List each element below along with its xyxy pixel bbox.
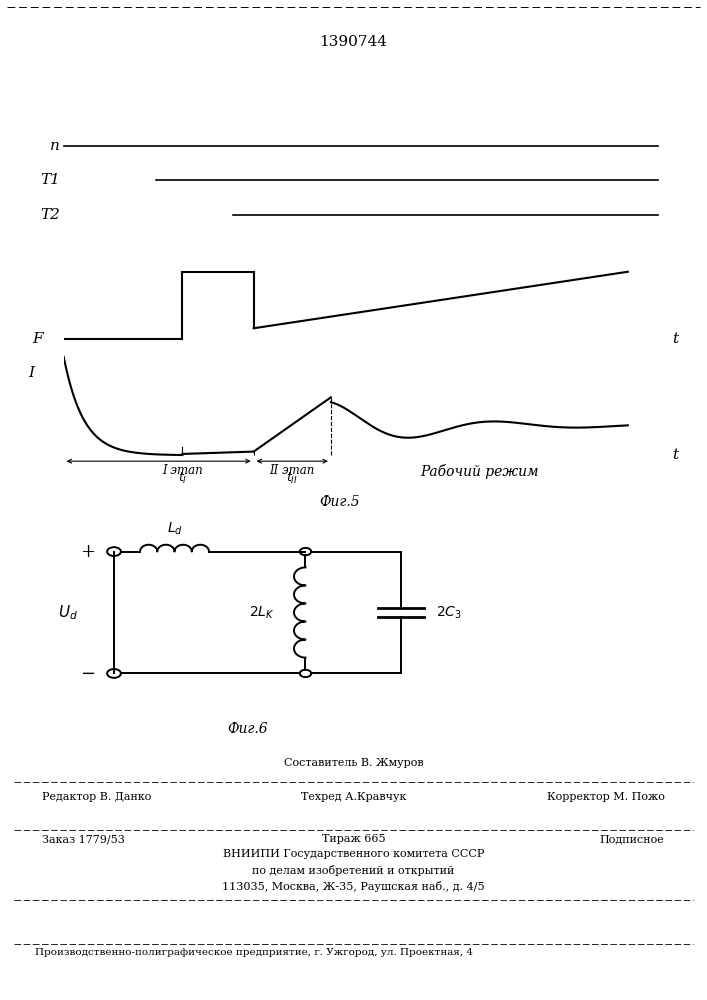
Text: 1390744: 1390744 xyxy=(320,35,387,49)
Text: Составитель В. Жмуров: Составитель В. Жмуров xyxy=(284,758,423,768)
Text: t: t xyxy=(672,332,679,346)
Text: I этап: I этап xyxy=(162,464,203,477)
Text: Подписное: Подписное xyxy=(600,834,665,844)
Text: T1: T1 xyxy=(40,173,60,187)
Text: $L_d$: $L_d$ xyxy=(167,521,182,537)
Text: Корректор М. Пожо: Корректор М. Пожо xyxy=(547,792,665,802)
Text: F: F xyxy=(33,332,43,346)
Text: Заказ 1779/53: Заказ 1779/53 xyxy=(42,834,125,844)
Text: Техред А.Кравчук: Техред А.Кравчук xyxy=(300,792,407,802)
Text: +: + xyxy=(80,543,95,561)
Text: T2: T2 xyxy=(40,208,60,222)
Text: I: I xyxy=(28,366,34,380)
Text: $t_{II}$: $t_{II}$ xyxy=(286,471,298,486)
Text: $2L_K$: $2L_K$ xyxy=(250,604,275,621)
Text: II этап: II этап xyxy=(269,464,315,477)
Text: $U_d$: $U_d$ xyxy=(58,603,78,622)
Text: Производственно-полиграфическое предприятие, г. Ужгород, ул. Проектная, 4: Производственно-полиграфическое предприя… xyxy=(35,948,474,957)
Text: $t_I$: $t_I$ xyxy=(177,471,187,486)
Text: Тираж 665: Тираж 665 xyxy=(322,834,385,844)
Text: Рабочий режим: Рабочий режим xyxy=(420,464,539,479)
Text: −: − xyxy=(80,664,95,682)
Text: 113035, Москва, Ж-35, Раушская наб., д. 4/5: 113035, Москва, Ж-35, Раушская наб., д. … xyxy=(222,881,485,892)
Text: t: t xyxy=(672,448,679,462)
Text: ВНИИПИ Государственного комитета СССР: ВНИИПИ Государственного комитета СССР xyxy=(223,849,484,859)
Text: n: n xyxy=(50,139,60,153)
Text: по делам изобретений и открытий: по делам изобретений и открытий xyxy=(252,865,455,876)
Text: $2C_3$: $2C_3$ xyxy=(436,604,462,621)
Text: Фиг.6: Фиг.6 xyxy=(227,722,268,736)
Text: Фиг.5: Фиг.5 xyxy=(319,495,360,509)
Text: Редактор В. Данко: Редактор В. Данко xyxy=(42,792,152,802)
